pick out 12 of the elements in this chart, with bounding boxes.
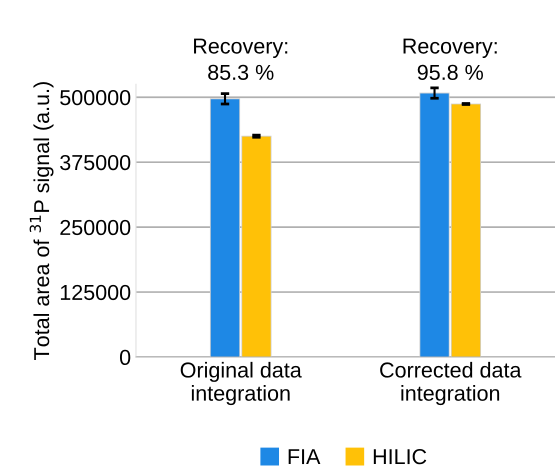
y-tick-label: 0 bbox=[120, 350, 130, 366]
text: Recovery: 95.8 % bbox=[404, 38, 497, 80]
x-tick-label: Original data integration bbox=[180, 362, 302, 406]
y-axis-title: Total area of $^{31}$P signal (a.u.) bbox=[30, 82, 54, 360]
y-tick-label: 500000 bbox=[60, 90, 130, 106]
x-tick-label: Corrected data integration bbox=[380, 362, 522, 406]
y-tick-label: 125000 bbox=[60, 284, 130, 300]
y-tick-label: 375000 bbox=[60, 154, 130, 170]
legend-label: FIA bbox=[288, 449, 320, 464]
text: Recovery: 85.3 % bbox=[194, 38, 288, 80]
y-tick-label: 250000 bbox=[60, 220, 130, 236]
legend-label: HILIC bbox=[374, 449, 426, 464]
